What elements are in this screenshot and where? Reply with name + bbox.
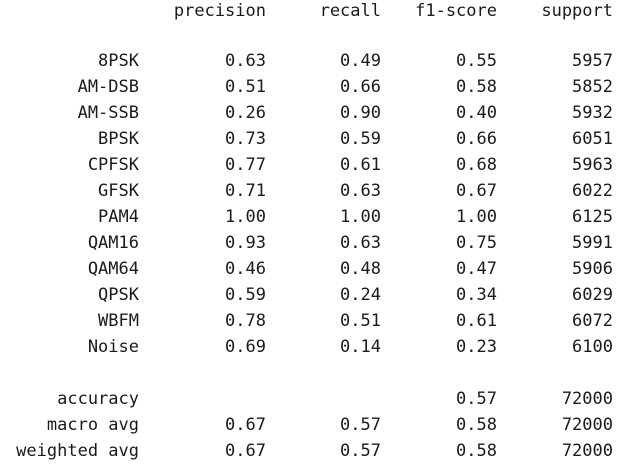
precision-value: 0.51 <box>225 77 266 97</box>
macro-avg-label: macro avg <box>46 415 139 435</box>
table-row: AM-SSB 0.26 0.90 0.40 5932 <box>0 100 624 126</box>
macro-avg-f1-score: 0.58 <box>456 415 497 435</box>
macro-avg-recall: 0.57 <box>340 415 381 435</box>
table-row: PAM4 1.00 1.00 1.00 6125 <box>0 204 624 230</box>
row-label: GFSK <box>98 181 139 201</box>
table-row: QAM64 0.46 0.48 0.47 5906 <box>0 256 624 282</box>
row-label: QAM16 <box>87 233 139 253</box>
recall-value: 0.48 <box>340 259 381 279</box>
header-support: support <box>541 1 613 21</box>
f1-score-value: 0.40 <box>456 103 497 123</box>
recall-value: 0.49 <box>340 51 381 71</box>
row-label: QAM64 <box>87 259 139 279</box>
accuracy-support: 72000 <box>561 389 613 409</box>
support-value: 5991 <box>572 233 613 253</box>
recall-value: 0.59 <box>340 129 381 149</box>
table-row: 8PSK 0.63 0.49 0.55 5957 <box>0 48 624 74</box>
header-row: precision recall f1-score support <box>0 0 624 24</box>
support-value: 6051 <box>572 129 613 149</box>
recall-value: 0.24 <box>340 285 381 305</box>
table-row: GFSK 0.71 0.63 0.67 6022 <box>0 178 624 204</box>
recall-value: 1.00 <box>340 207 381 227</box>
table-row: AM-DSB 0.51 0.66 0.58 5852 <box>0 74 624 100</box>
precision-value: 0.59 <box>225 285 266 305</box>
support-value: 6100 <box>572 337 613 357</box>
precision-value: 0.77 <box>225 155 266 175</box>
f1-score-value: 0.47 <box>456 259 497 279</box>
support-value: 6029 <box>572 285 613 305</box>
f1-score-value: 1.00 <box>456 207 497 227</box>
table-row: BPSK 0.73 0.59 0.66 6051 <box>0 126 624 152</box>
support-value: 6125 <box>572 207 613 227</box>
support-value: 6022 <box>572 181 613 201</box>
weighted-avg-recall: 0.57 <box>340 441 381 461</box>
precision-value: 0.93 <box>225 233 266 253</box>
row-label: AM-DSB <box>77 77 139 97</box>
precision-value: 0.26 <box>225 103 266 123</box>
macro-avg-support: 72000 <box>561 415 613 435</box>
f1-score-value: 0.34 <box>456 285 497 305</box>
f1-score-value: 0.55 <box>456 51 497 71</box>
weighted-avg-label: weighted avg <box>16 441 139 461</box>
support-value: 5852 <box>572 77 613 97</box>
recall-value: 0.63 <box>340 181 381 201</box>
precision-value: 0.69 <box>225 337 266 357</box>
precision-value: 1.00 <box>225 207 266 227</box>
precision-value: 0.46 <box>225 259 266 279</box>
precision-value: 0.73 <box>225 129 266 149</box>
f1-score-value: 0.66 <box>456 129 497 149</box>
recall-value: 0.63 <box>340 233 381 253</box>
f1-score-value: 0.61 <box>456 311 497 331</box>
table-row: QAM16 0.93 0.63 0.75 5991 <box>0 230 624 256</box>
macro-avg-row: macro avg 0.67 0.57 0.58 72000 <box>0 412 624 438</box>
support-value: 5957 <box>572 51 613 71</box>
support-value: 5963 <box>572 155 613 175</box>
precision-value: 0.71 <box>225 181 266 201</box>
table-row: CPFSK 0.77 0.61 0.68 5963 <box>0 152 624 178</box>
recall-value: 0.14 <box>340 337 381 357</box>
weighted-avg-support: 72000 <box>561 441 613 461</box>
weighted-avg-precision: 0.67 <box>225 441 266 461</box>
row-label: QPSK <box>98 285 139 305</box>
support-value: 5932 <box>572 103 613 123</box>
f1-score-value: 0.23 <box>456 337 497 357</box>
header-f1-score: f1-score <box>415 1 497 21</box>
macro-avg-precision: 0.67 <box>225 415 266 435</box>
precision-value: 0.63 <box>225 51 266 71</box>
row-label: CPFSK <box>87 155 139 175</box>
weighted-avg-f1-score: 0.58 <box>456 441 497 461</box>
accuracy-value: 0.57 <box>456 389 497 409</box>
table-row: QPSK 0.59 0.24 0.34 6029 <box>0 282 624 308</box>
f1-score-value: 0.67 <box>456 181 497 201</box>
f1-score-value: 0.75 <box>456 233 497 253</box>
weighted-avg-row: weighted avg 0.67 0.57 0.58 72000 <box>0 438 624 464</box>
f1-score-value: 0.68 <box>456 155 497 175</box>
f1-score-value: 0.58 <box>456 77 497 97</box>
row-label: Noise <box>87 337 139 357</box>
precision-value: 0.78 <box>225 311 266 331</box>
header-recall: recall <box>319 1 381 21</box>
recall-value: 0.61 <box>340 155 381 175</box>
recall-value: 0.51 <box>340 311 381 331</box>
row-label: WBFM <box>98 311 139 331</box>
accuracy-row: accuracy 0.57 72000 <box>0 386 624 412</box>
table-row: WBFM 0.78 0.51 0.61 6072 <box>0 308 624 334</box>
support-value: 5906 <box>572 259 613 279</box>
table-row: Noise 0.69 0.14 0.23 6100 <box>0 334 624 360</box>
row-label: 8PSK <box>98 51 139 71</box>
row-label: BPSK <box>98 129 139 149</box>
header-precision: precision <box>173 1 266 21</box>
row-label: AM-SSB <box>77 103 139 123</box>
recall-value: 0.66 <box>340 77 381 97</box>
support-value: 6072 <box>572 311 613 331</box>
accuracy-label: accuracy <box>57 389 139 409</box>
recall-value: 0.90 <box>340 103 381 123</box>
row-label: PAM4 <box>98 207 139 227</box>
